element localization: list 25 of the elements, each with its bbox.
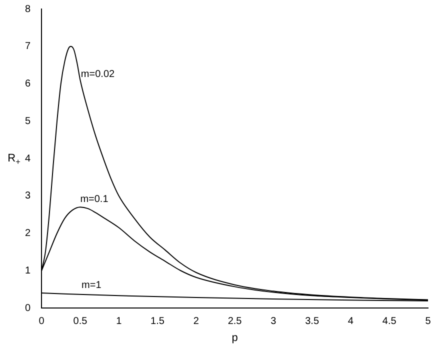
y-tick-label: 8: [25, 4, 31, 15]
x-tick-label: 1.5: [150, 316, 165, 327]
y-tick-label: 3: [25, 190, 31, 202]
y-tick-label: 5: [25, 116, 31, 127]
x-tick-label: 5: [425, 316, 432, 327]
x-tick-label: 0.5: [73, 316, 88, 327]
y-tick-label: 0: [25, 302, 31, 314]
x-tick-label: 3.5: [305, 316, 320, 327]
x-tick-label: 2.5: [228, 316, 242, 327]
x-tick-label: 1: [116, 316, 122, 327]
x-tick-label: 0: [38, 316, 45, 327]
x-axis-title: p: [232, 332, 238, 344]
y-tick-label: 1: [25, 265, 31, 276]
x-tick-label: 2: [193, 316, 200, 327]
y-tick-label: 7: [25, 41, 31, 52]
y-tick-label: 2: [25, 228, 31, 239]
series-label: m=1: [82, 280, 102, 291]
series-label: m=0.1: [80, 194, 109, 205]
x-tick-label: 4: [348, 316, 354, 327]
y-tick-label: 6: [25, 78, 31, 90]
series-label: m=0.02: [80, 69, 115, 80]
y-axis-title: R+: [8, 152, 21, 167]
x-tick-label: 4.5: [382, 316, 397, 327]
y-tick-label: 4: [25, 153, 31, 164]
x-tick-label: 3: [270, 316, 277, 327]
